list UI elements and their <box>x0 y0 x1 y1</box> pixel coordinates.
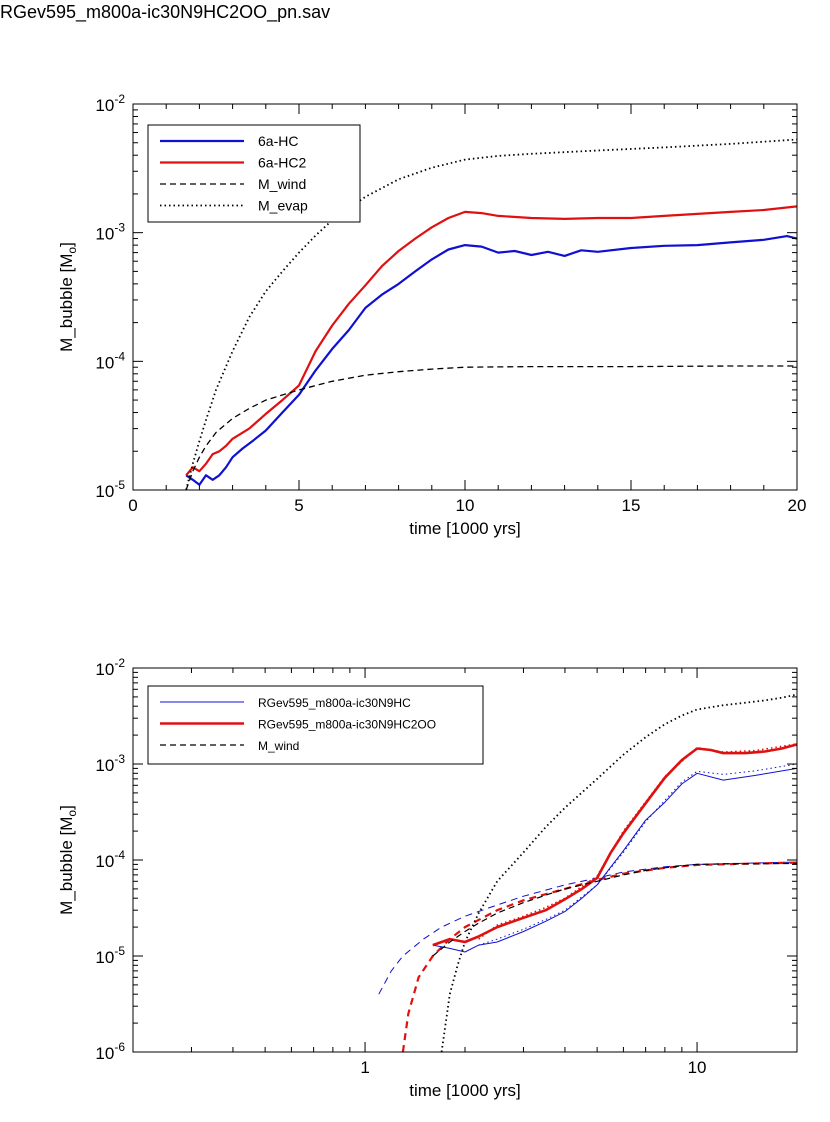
legend-label: 6a-HC <box>258 133 298 149</box>
y-tick-label: 10-5 <box>95 944 125 967</box>
series-line-1 <box>185 235 797 486</box>
legend-box <box>147 685 484 765</box>
y-axis-label-subscript: o <box>65 810 79 817</box>
y-tick-base: 10 <box>95 852 114 871</box>
series-line-2 <box>432 743 797 947</box>
y-axis-label-main: M_bubble [M <box>57 817 76 915</box>
legend-label: RGev595_m800a-ic30N9HC <box>258 696 411 710</box>
y-tick-exponent: -6 <box>114 1040 125 1054</box>
y-tick-base: 10 <box>95 756 114 775</box>
y-tick-label: 10-4 <box>95 349 125 372</box>
y-tick-exponent: -4 <box>114 349 125 363</box>
y-tick-exponent: -2 <box>114 656 125 670</box>
y-axis-label-main: M_bubble [M <box>57 254 76 352</box>
y-axis-label: M_bubble [Mo] <box>57 805 79 915</box>
y-tick-exponent: -3 <box>114 221 125 235</box>
legend-label: M_wind <box>258 739 299 753</box>
legend-label: RGev595_m800a-ic30N9HC2OO <box>258 718 436 732</box>
y-tick-base: 10 <box>95 225 114 244</box>
y-tick-base: 10 <box>95 660 114 679</box>
plot-area <box>185 138 797 490</box>
y-tick-exponent: -5 <box>114 478 125 492</box>
y-tick-label: 10-2 <box>95 92 125 115</box>
x-tick-label: 20 <box>788 496 807 515</box>
y-axis-label-close: ] <box>57 805 76 810</box>
y-tick-label: 10-2 <box>95 656 125 679</box>
extra-line-3 <box>440 693 797 1052</box>
x-tick-label: 15 <box>622 496 641 515</box>
series-line-1 <box>432 767 797 953</box>
x-axis-label: time [1000 yrs] <box>409 1081 521 1100</box>
y-tick-base: 10 <box>95 96 114 115</box>
page-title: RGev595_m800a-ic30N9HC2OO_pn.sav <box>0 2 331 22</box>
x-tick-label: 10 <box>456 496 475 515</box>
extra-line-2 <box>401 861 797 1052</box>
series-line-2 <box>185 205 797 477</box>
y-tick-base: 10 <box>95 353 114 372</box>
legend-box <box>147 124 361 223</box>
y-axis-label-close: ] <box>57 242 76 247</box>
extra-line-4 <box>478 763 797 946</box>
y-tick-exponent: -4 <box>114 848 125 862</box>
y-tick-base: 10 <box>95 1044 114 1063</box>
series-line-3 <box>185 365 797 490</box>
legend-label: 6a-HC2 <box>258 155 306 171</box>
x-tick-label: 10 <box>688 1058 707 1077</box>
legend: 6a-HC 6a-HC2 M_wind M_evap <box>147 124 361 223</box>
y-tick-label: 10-6 <box>95 1040 125 1063</box>
y-tick-exponent: -5 <box>114 944 125 958</box>
x-axis-label: time [1000 yrs] <box>409 519 521 538</box>
plot-area <box>378 693 797 1052</box>
y-tick-base: 10 <box>95 482 114 501</box>
y-tick-label: 10-4 <box>95 848 125 871</box>
y-tick-label: 10-3 <box>95 752 125 775</box>
y-axis-label: M_bubble [Mo] <box>57 242 79 352</box>
y-tick-label: 10-3 <box>95 221 125 244</box>
legend: RGev595_m800a-ic30N9HC RGev595_m800a-ic30… <box>147 685 484 765</box>
legend-label: M_evap <box>258 198 308 214</box>
extra-line-1 <box>378 861 797 995</box>
y-tick-exponent: -3 <box>114 752 125 766</box>
y-tick-exponent: -2 <box>114 92 125 106</box>
series-line-3 <box>432 862 797 957</box>
x-tick-label: 5 <box>294 496 303 515</box>
y-tick-label: 10-5 <box>95 478 125 501</box>
legend-label: M_wind <box>258 176 306 192</box>
y-tick-base: 10 <box>95 948 114 967</box>
y-axis-label-subscript: o <box>65 247 79 254</box>
x-tick-label: 0 <box>128 496 137 515</box>
x-tick-label: 1 <box>360 1058 369 1077</box>
extra-line-5 <box>478 743 797 940</box>
